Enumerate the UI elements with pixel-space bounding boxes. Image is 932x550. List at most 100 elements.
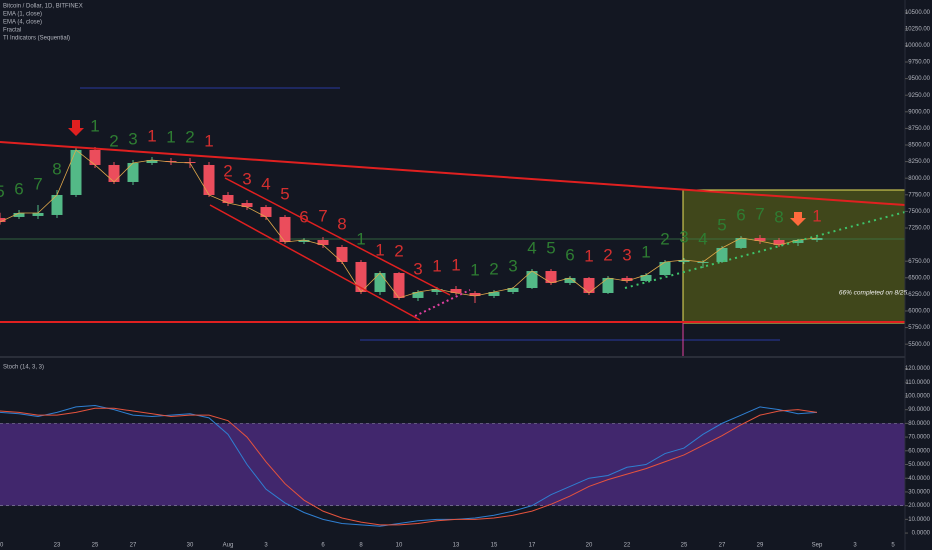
td-count: 1 [356,229,365,248]
td-count: 7 [318,207,327,226]
candle-body [507,288,519,292]
td-count: 2 [603,245,612,264]
candle-body [146,160,158,163]
x-tick-label: 20 [586,543,593,549]
y-tick-label: 6750.00 [908,259,930,265]
x-tick-label: 27 [719,543,726,549]
y-tick-label: 10250.00 [905,26,931,32]
td-count: 4 [527,239,536,258]
td-count: 6 [14,179,23,198]
td-count: 2 [489,259,498,278]
td-count: 2 [185,127,194,146]
td-count: 2 [394,241,403,260]
y-tick-label: 5500.00 [908,342,930,348]
td-count: 1 [147,127,156,146]
candle-body [13,212,25,217]
candle-body [0,218,6,223]
candle-body [640,274,652,281]
x-tick-label: 27 [130,543,137,549]
x-tick-label: 13 [453,543,460,549]
y-tick-label: 20.0000 [908,503,930,509]
x-tick-label: 25 [681,543,688,549]
td-count: 8 [52,159,61,178]
y-tick-label: 7750.00 [908,192,930,198]
y-tick-label: 10500.00 [905,10,931,16]
x-tick-label: 20 [0,543,4,549]
td-count: 3 [128,129,137,148]
y-tick-label: 10.0000 [908,517,930,523]
indicator-label: EMA (1, close) [3,12,42,18]
candle-body [469,292,481,296]
x-tick-label: 3 [853,543,857,549]
candle-body [222,194,234,204]
td-count: 1 [375,240,384,259]
ema-line [0,149,818,299]
dotted-trend [624,211,906,289]
y-tick-label: 7250.00 [908,226,930,232]
y-tick-label: 70.0000 [908,435,930,441]
candle-body [393,273,405,298]
td-count: 1 [812,207,821,226]
x-tick-label: 22 [624,543,631,549]
arrow [790,212,806,226]
td-count: 1 [470,260,479,279]
td-count: 3 [413,259,422,278]
drawings [0,87,906,506]
candle-body [336,246,348,262]
candle-body [716,247,728,262]
candle-body [773,240,785,245]
y-tick-label: 40.0000 [908,476,930,482]
td-count: 5 [717,215,726,234]
td-count: 4 [261,175,270,194]
y-tick-label: 8250.00 [908,159,930,165]
y-tick-label: 120.0000 [905,366,931,372]
td-count: 7 [755,205,764,224]
indicator-label: TI Indicators (Sequential) [3,36,70,42]
y-tick-label: 60.0000 [908,448,930,454]
td-count: 1 [166,127,175,146]
x-tick-label: 17 [529,543,536,549]
td-count: 1 [90,116,99,135]
td-count: 2 [660,229,669,248]
td-count: 2 [109,131,118,150]
y-tick-label: 8750.00 [908,126,930,132]
candle-body [735,238,747,248]
candle-body [564,277,576,283]
indicator-label: Fractal [3,28,21,34]
td-count: 2 [223,161,232,180]
candle-body [165,161,177,163]
x-tick-label: 8 [359,543,363,549]
arrow [68,120,84,136]
candle-body [583,277,595,293]
candle-body [241,203,253,208]
price-plot: 5678123121123456123456781123456781231112… [0,116,823,527]
symbol-title: Bitcoin / Dollar, 1D, BITFINEX [3,4,83,10]
y-tick-label: 50.0000 [908,462,930,468]
candle-body [317,240,329,245]
td-count: 8 [774,208,783,227]
y-tick-label: 8500.00 [908,143,930,149]
candle-body [526,271,538,289]
candle-body [621,277,633,281]
candle-body [792,240,804,243]
candle-body [108,164,120,182]
candle-body [412,291,424,298]
candle-body [298,240,310,243]
trendline [0,141,906,206]
x-tick-label: 29 [757,543,764,549]
channel-line [224,177,451,296]
x-tick-label: 5 [891,543,895,549]
candle-body [127,162,139,182]
td-count: 3 [242,170,251,189]
td-count: 1 [432,256,441,275]
x-tick-label: 25 [92,543,99,549]
y-tick-label: 9000.00 [908,109,930,115]
y-tick-label: 6250.00 [908,292,930,298]
candle-body [811,238,823,241]
candle-body [279,216,291,243]
candle-body [602,277,614,293]
x-tick-label: 3 [264,543,268,549]
stoch-line [0,407,818,526]
candle-body [659,261,671,275]
